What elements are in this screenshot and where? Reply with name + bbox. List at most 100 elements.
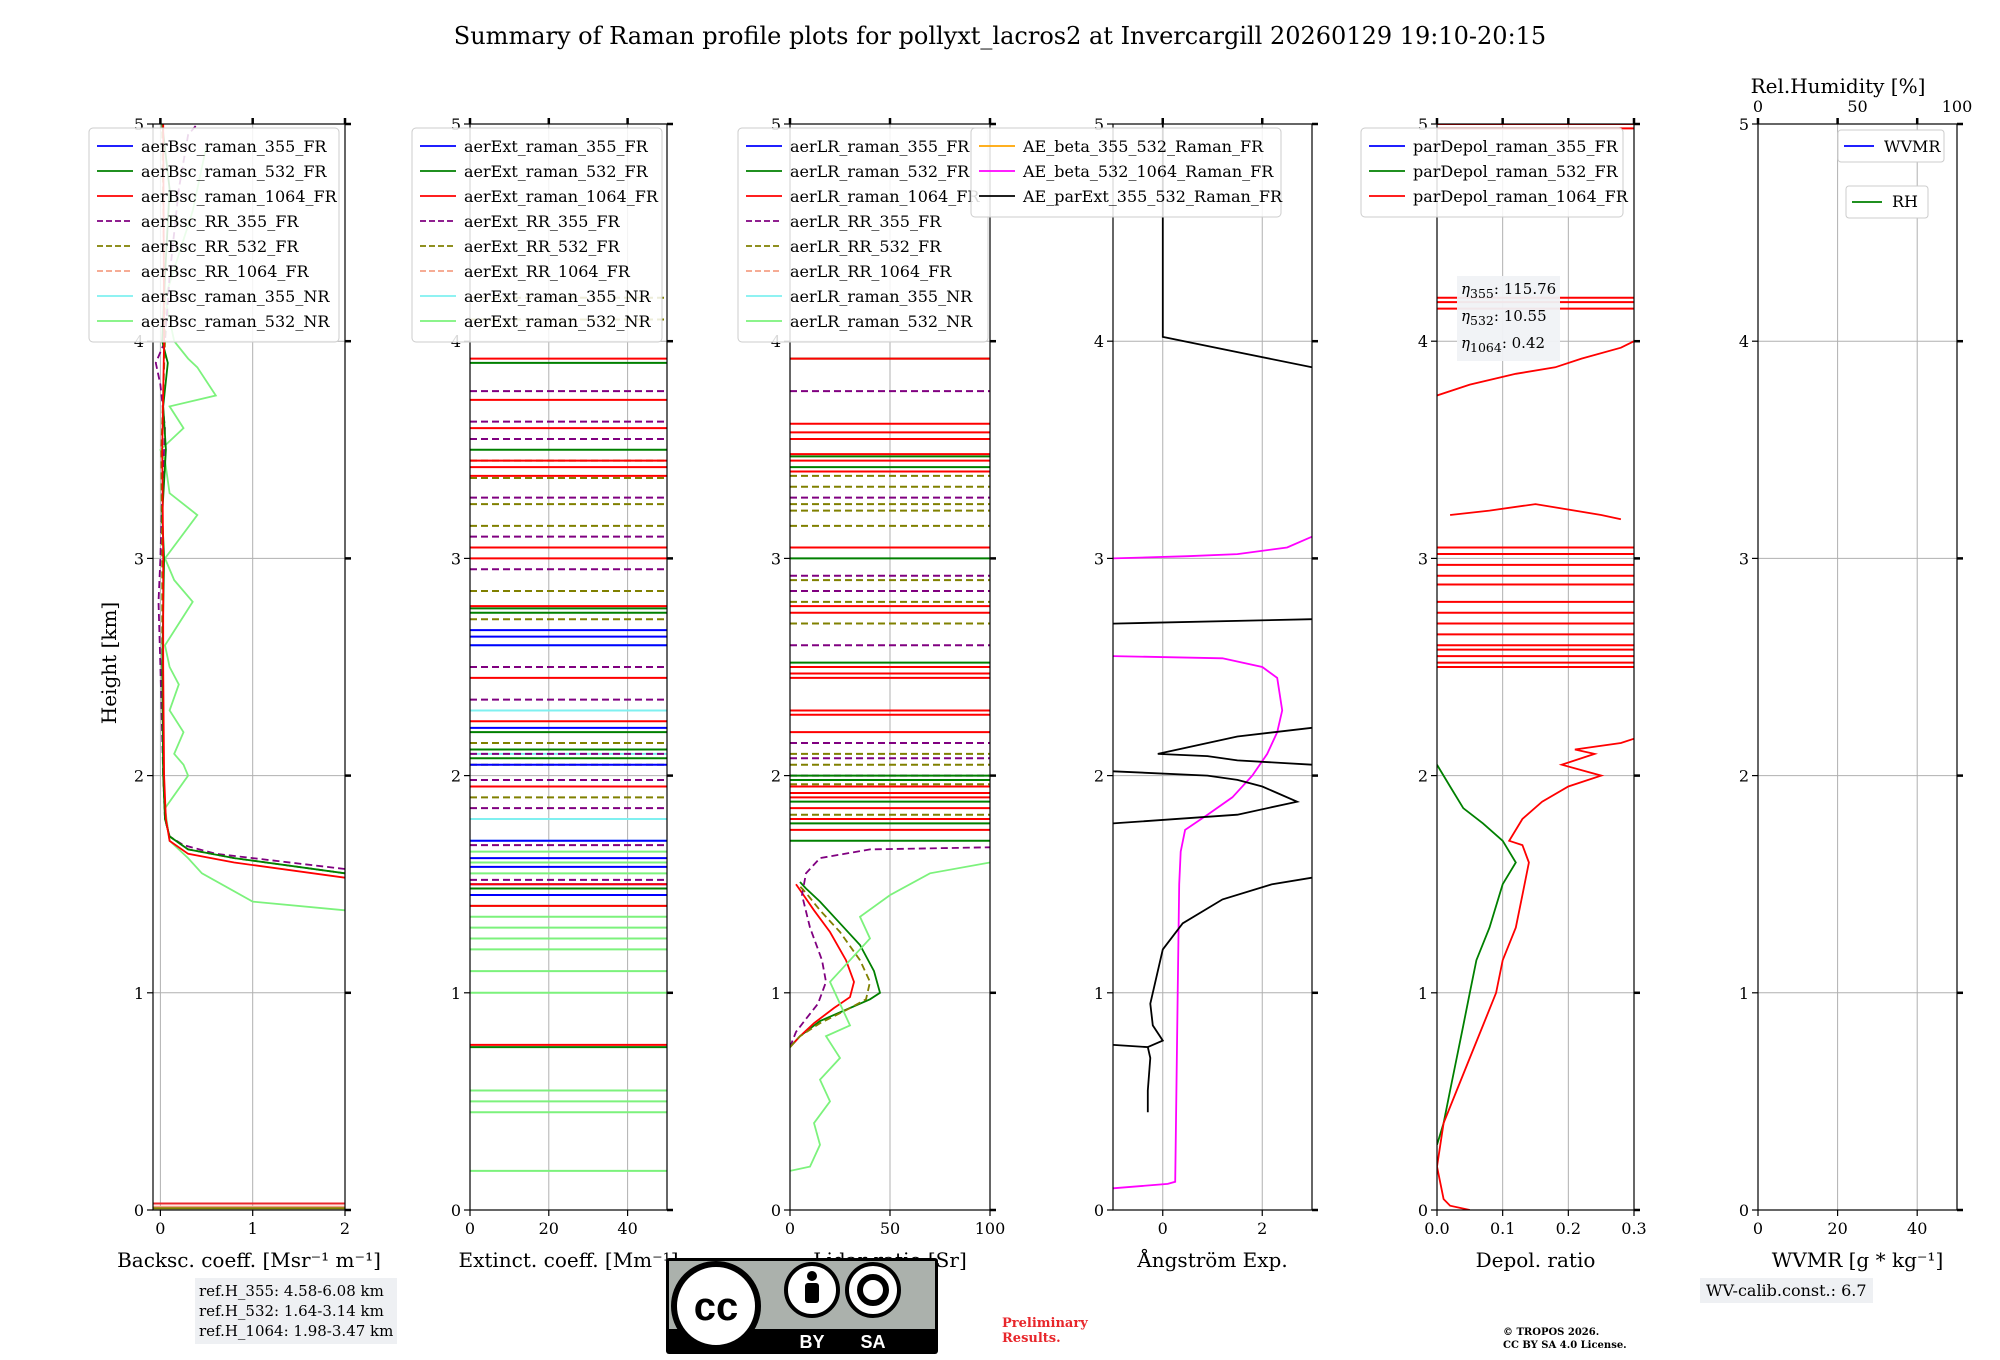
x-tick-label: 40 — [1907, 1219, 1927, 1238]
axes-frame — [469, 123, 668, 1211]
series-AE_parExt_355_532_Raman_FR_b — [1147, 876, 1312, 1048]
y-tick-label: 0 — [771, 1201, 781, 1220]
x-axis-label-wvmr: WVMR [g * kg⁻¹] — [1772, 1248, 1944, 1272]
legend-label: aerLR_raman_532_NR — [790, 312, 973, 331]
axes-frame — [1112, 123, 1313, 1211]
series-parDepol_raman_1064_FR_top — [1437, 340, 1634, 397]
legend-label: AE_beta_532_1064_Raman_FR — [1022, 162, 1274, 181]
legend-label: aerExt_RR_355_FR — [464, 212, 621, 231]
legend-label: AE_beta_355_532_Raman_FR — [1022, 137, 1264, 156]
legend-label: aerExt_RR_1064_FR — [464, 262, 631, 281]
eta-355: 115.76 — [1503, 280, 1557, 298]
y-tick-label: 4 — [1094, 332, 1104, 351]
y-tick-label: 2 — [771, 767, 781, 786]
x-tick-label: 20 — [539, 1219, 559, 1238]
series-parDepol_raman_532_FR — [1437, 764, 1517, 1146]
axes-frame — [1436, 123, 1635, 1211]
legend-box — [1360, 127, 1624, 218]
y-tick-label: 0 — [1094, 1201, 1104, 1220]
x-tick-label: 100 — [975, 1219, 1006, 1238]
top-tick-label: 50 — [1847, 97, 1867, 116]
ref-h-355: ref.H_355: 4.58-6.08 km — [199, 1282, 384, 1300]
legend-ae: AE_beta_355_532_Raman_FR AE_beta_532_1064… — [970, 127, 1283, 218]
legend-label: aerLR_raman_355_NR — [790, 287, 973, 306]
panel-lr: 012345050100Lidar ratio [Sr]aerLR_raman_… — [737, 115, 1006, 1272]
copyright-note: © TROPOS 2026. CC BY SA 4.0 License. — [1503, 1326, 1627, 1352]
legend-box — [88, 127, 340, 343]
cc-by-sa-license-badge: cc BY SA — [666, 1258, 938, 1354]
legend-label: aerExt_raman_1064_FR — [464, 187, 659, 206]
y-tick-label: 1 — [1094, 984, 1104, 1003]
y-tick-label: 0 — [451, 1201, 461, 1220]
y-tick-label: 3 — [134, 549, 144, 568]
y-tick-label: 1 — [451, 984, 461, 1003]
legend-label: RH — [1892, 192, 1918, 211]
x-axis-label-ae: Ångström Exp. — [1136, 1247, 1287, 1272]
y-tick-label: 4 — [1739, 332, 1749, 351]
x-tick-label: 0 — [465, 1219, 475, 1238]
copyright-line-2: CC BY SA 4.0 License. — [1503, 1340, 1627, 1351]
axes-frame — [1757, 123, 1958, 1211]
y-tick-label: 2 — [1094, 767, 1104, 786]
legend-label: aerExt_raman_355_NR — [464, 287, 652, 306]
legend-label: aerExt_raman_532_FR — [464, 162, 649, 181]
top-tick-label: 100 — [1942, 97, 1973, 116]
legend-label: aerExt_raman_355_FR — [464, 137, 649, 156]
x-tick-label: 20 — [1827, 1219, 1847, 1238]
by-label: BY — [799, 1332, 824, 1352]
cc-icon — [671, 1261, 761, 1351]
legend-bsc: aerBsc_raman_355_FR aerBsc_raman_532_FRae… — [88, 127, 340, 343]
legend-label: aerLR_RR_1064_FR — [790, 262, 952, 281]
series-aerLR_raman_1064_FR — [790, 883, 855, 1048]
eta-1064: 0.42 — [1511, 334, 1546, 352]
series-AE_parExt_355_532_Raman_FR_c — [1113, 770, 1301, 825]
legend-label: aerBsc_raman_532_FR — [141, 162, 327, 181]
x-tick-label: 0.2 — [1556, 1219, 1581, 1238]
legend-wvmr: WVMR — [1837, 129, 1945, 163]
series-aerLR_raman_532_FR — [790, 881, 882, 1048]
y-tick-label: 1 — [1739, 984, 1749, 1003]
x-axis-label-depol: Depol. ratio — [1476, 1248, 1596, 1272]
legend-label: aerBsc_raman_532_NR — [141, 312, 330, 331]
rh-axis-label: Rel.Humidity [%] — [1751, 74, 1926, 98]
legend-box — [411, 127, 663, 343]
legend-label: WVMR — [1884, 137, 1941, 156]
legend-label: aerLR_raman_1064_FR — [790, 187, 980, 206]
series-parDepol_raman_1064_FR_mid — [1450, 503, 1622, 521]
series-AE_beta_532_1064_Raman_FR_top — [1113, 535, 1312, 560]
copyright-line-1: © TROPOS 2026. — [1503, 1327, 1600, 1338]
legend-box — [1837, 129, 1945, 163]
wv-calibration-box: WV-calib.const.: 6.7 — [1700, 1278, 1873, 1303]
preliminary-note: Preliminary Results. — [1002, 1316, 1088, 1346]
legend-label: aerLR_raman_532_FR — [790, 162, 970, 181]
y-axis-label: Height [km] — [97, 602, 121, 724]
y-tick-label: 3 — [771, 549, 781, 568]
legend-label: AE_parExt_355_532_Raman_FR — [1022, 187, 1283, 206]
y-tick-label: 5 — [1094, 115, 1104, 134]
panel-ae: 0 1 2 3 4 5 0 2 Ångström Exp. AE_beta_355_532_Ram… — [970, 115, 1318, 1272]
x-axis-label-ext: Extinct. coeff. [Mm⁻¹] — [458, 1248, 678, 1272]
y-tick-label: 2 — [134, 767, 144, 786]
y-tick-label: 2 — [1739, 767, 1749, 786]
x-tick-label: 1 — [248, 1219, 258, 1238]
x-tick-label: 0.0 — [1424, 1219, 1449, 1238]
x-tick-label: 40 — [617, 1219, 637, 1238]
angstrom-eta-box: η355: 115.76 η532: 10.55 η1064: 0.42 — [1457, 276, 1561, 361]
y-tick-label: 1 — [1418, 984, 1428, 1003]
series-AE_parExt_355_532_Raman_FR — [1113, 1044, 1152, 1113]
y-tick-label: 0 — [134, 1201, 144, 1220]
y-tick-label: 1 — [771, 984, 781, 1003]
y-tick-label: 2 — [1418, 767, 1428, 786]
reference-height-box: ref.H_355: 4.58-6.08 km ref.H_532: 1.64-… — [195, 1278, 398, 1344]
legend-depol: parDepol_raman_355_FR parDepol_raman_532_… — [1360, 127, 1629, 218]
series-aerLR_RR_532_FR — [790, 883, 871, 1048]
x-tick-label: 50 — [880, 1219, 900, 1238]
ref-h-532: ref.H_532: 1.64-3.14 km — [199, 1302, 384, 1320]
legend-box — [970, 127, 1282, 218]
series-AE_beta_532_1064_Raman_FR — [1113, 655, 1284, 1190]
y-tick-label: 3 — [451, 549, 461, 568]
legend-ext: aerExt_raman_355_FR aerExt_raman_532_FRae… — [411, 127, 663, 343]
y-tick-label: 3 — [1739, 549, 1749, 568]
x-tick-label: 0.3 — [1621, 1219, 1646, 1238]
x-tick-label: 0 — [1753, 1219, 1763, 1238]
